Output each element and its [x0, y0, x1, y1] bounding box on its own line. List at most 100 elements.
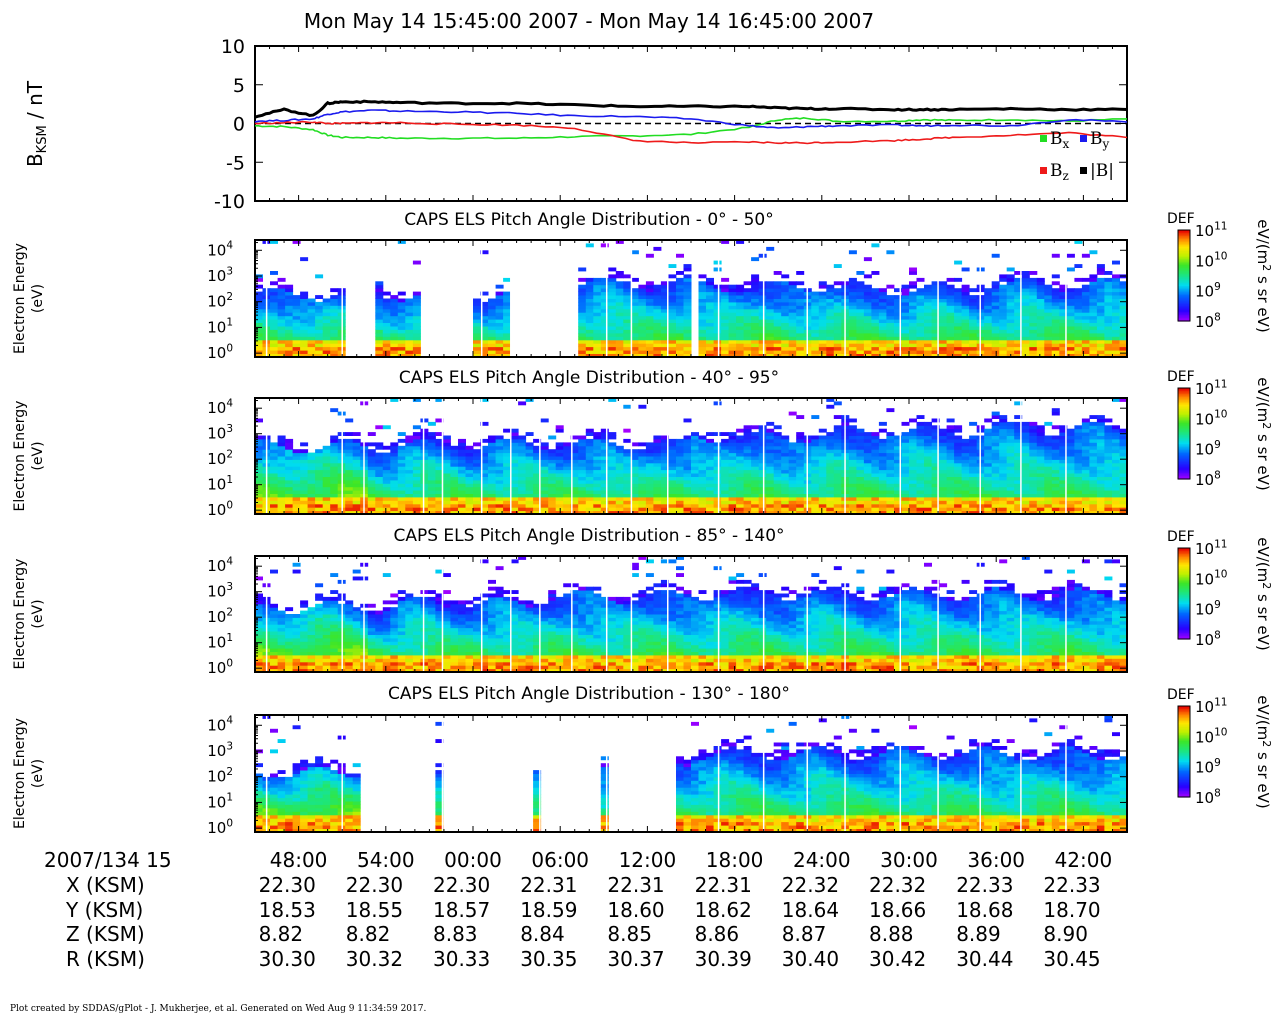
mag-y-tick-label: -10 [214, 191, 245, 213]
spec-cell [480, 490, 489, 494]
spec-cell [1036, 466, 1045, 471]
spec-cell [660, 305, 669, 310]
spec-cell [833, 442, 842, 447]
spec-cell [653, 298, 662, 303]
spec-cell [796, 301, 805, 306]
spec-cell [916, 445, 925, 450]
spec-cell [863, 486, 872, 491]
spec-cell [1014, 483, 1023, 488]
spec-cell [1021, 469, 1030, 474]
spec-cell [1074, 339, 1083, 344]
spec-cell [1036, 277, 1045, 282]
spec-cell [833, 322, 842, 327]
spec-cell [984, 459, 993, 464]
spec-cell [676, 291, 684, 296]
spec-cell [315, 319, 324, 323]
spec-cell [796, 476, 805, 481]
spec-cell [856, 332, 865, 337]
spec-cell [367, 456, 376, 460]
spec-cell [721, 490, 730, 494]
spec-cell [1104, 353, 1113, 358]
spec-cell [1029, 308, 1038, 313]
spec-cell [773, 284, 782, 289]
spec-cell [931, 456, 940, 460]
spec-cell [1044, 315, 1053, 320]
colorbar-tick-label: 108 [1195, 311, 1221, 331]
spec-cell [856, 510, 865, 515]
spec-cell [969, 493, 978, 498]
spec-cell [781, 336, 790, 341]
spec-cell [1021, 315, 1030, 320]
spec-cell [856, 486, 865, 491]
spec-cell [600, 353, 609, 358]
spec-cell [1074, 329, 1083, 334]
spec-cell [751, 496, 760, 501]
spec-cell [307, 476, 316, 481]
spec-cell [270, 305, 278, 310]
spec-cell [916, 507, 925, 512]
spec-cell [285, 496, 294, 501]
spec-cell [375, 298, 384, 303]
spec-cell [1036, 284, 1045, 289]
spec-cell [713, 469, 722, 474]
spec-cell [1036, 346, 1045, 351]
spec-cell [781, 452, 790, 457]
spec-cell [503, 510, 512, 515]
spec-cell [1066, 301, 1075, 306]
spec-cell [1021, 473, 1030, 477]
spec-cell [909, 496, 917, 501]
spec-cell [255, 295, 263, 299]
spec-cell [924, 466, 932, 471]
spec-cell [300, 473, 309, 477]
spec-cell [969, 295, 978, 299]
spec-cell [480, 452, 489, 457]
spec-cell [322, 507, 331, 512]
spec-cell [894, 469, 902, 474]
spec-cell [894, 308, 902, 313]
spec-cell [653, 456, 662, 460]
spec-cell [698, 503, 707, 508]
spec-cell [352, 479, 361, 484]
spec-cell [510, 459, 519, 464]
spec-cell [683, 353, 692, 358]
spec-cell [954, 346, 963, 351]
spec-cell [676, 456, 684, 460]
spec-cell [1081, 336, 1090, 341]
spec-cell [931, 291, 940, 296]
spec-cell [773, 343, 782, 348]
spec-cell [1081, 308, 1090, 313]
spec-cell [405, 486, 414, 491]
spec-cell [1029, 490, 1038, 494]
spec-cell [645, 473, 654, 477]
spec-cell [638, 490, 647, 494]
spec-cell [1096, 322, 1105, 327]
spec-cell [751, 322, 760, 327]
spec-cell [781, 490, 790, 494]
spec-cell [691, 466, 699, 471]
spec-cell [1104, 322, 1113, 327]
spec-cell [585, 319, 594, 323]
spec-cell [954, 462, 963, 467]
spec-cell [683, 308, 692, 313]
spec-cell [435, 466, 444, 471]
spec-cell [615, 456, 624, 460]
spec-cell [796, 510, 805, 515]
spec-cell [390, 319, 399, 323]
spec-cell [999, 442, 1008, 447]
spec-cell [811, 493, 820, 498]
spec-cell [796, 329, 805, 334]
spec-cell [766, 442, 775, 447]
spec-cell [473, 308, 481, 313]
spec-cell [848, 462, 857, 467]
spec-cell [833, 401, 842, 406]
spec-cell [916, 305, 925, 310]
spec-cell [833, 510, 842, 515]
spec-cell [811, 456, 820, 460]
spec-cell [773, 449, 782, 454]
spec-cell [909, 418, 917, 423]
spec-cell [1029, 507, 1038, 512]
spec-cell [300, 510, 309, 515]
spec-cell [255, 459, 263, 464]
spec-cell [999, 503, 1008, 508]
spec-cell [931, 500, 940, 505]
